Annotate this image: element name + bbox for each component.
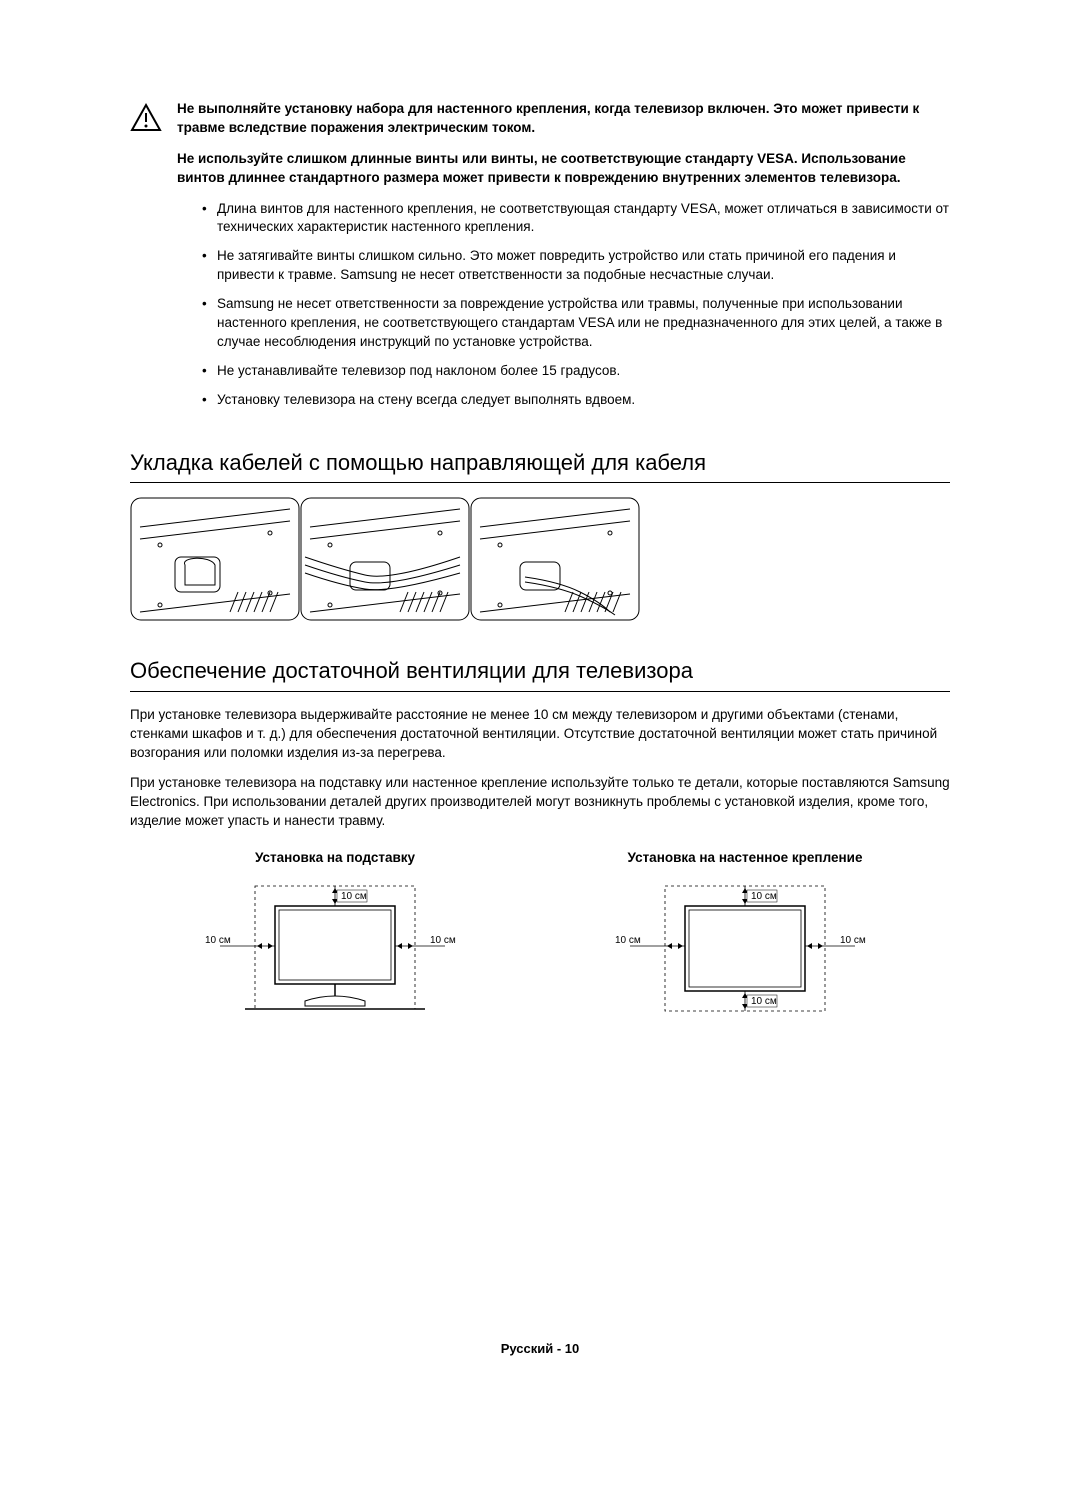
ventilation-paragraph-2: При установке телевизора на подставку ил… xyxy=(130,774,950,831)
warning-bullet: Установку телевизора на стену всегда сле… xyxy=(202,391,950,410)
warning-content: Не выполняйте установку набора для насте… xyxy=(177,100,950,420)
warning-text-2: Не используйте слишком длинные винты или… xyxy=(177,150,950,188)
svg-text:10 см: 10 см xyxy=(751,996,777,1007)
warning-block: Не выполняйте установку набора для насте… xyxy=(130,100,950,420)
warning-bullet: Samsung не несет ответственности за повр… xyxy=(202,295,950,352)
cable-diagram xyxy=(130,497,950,628)
warning-text-1: Не выполняйте установку набора для насте… xyxy=(177,100,950,138)
heading-cable: Укладка кабелей с помощью направляющей д… xyxy=(130,448,950,484)
warning-bullet: Не устанавливайте телевизор под наклоном… xyxy=(202,362,950,381)
wall-label: Установка на настенное крепление xyxy=(595,849,895,868)
svg-text:10 см: 10 см xyxy=(205,935,231,946)
svg-text:10 см: 10 см xyxy=(430,935,456,946)
svg-text:10 см: 10 см xyxy=(341,891,367,902)
svg-text:10 см: 10 см xyxy=(751,891,777,902)
warning-bullet: Не затягивайте винты слишком сильно. Это… xyxy=(202,247,950,285)
stand-label: Установка на подставку xyxy=(185,849,485,868)
svg-text:10 см: 10 см xyxy=(615,935,641,946)
warning-bullet: Длина винтов для настенного крепления, н… xyxy=(202,200,950,238)
svg-text:10 см: 10 см xyxy=(840,935,866,946)
wall-diagram: 10 см 10 см 10 см 10 см xyxy=(595,876,895,1026)
ventilation-diagrams: Установка на подставку 10 см xyxy=(130,849,950,1031)
ventilation-paragraph-1: При установке телевизора выдерживайте ра… xyxy=(130,706,950,763)
stand-diagram: 10 см 10 см 10 см xyxy=(185,876,485,1026)
ventilation-wall-column: Установка на настенное крепление 10 см 1… xyxy=(595,849,895,1031)
warning-triangle-icon xyxy=(130,102,162,134)
warning-bullets: Длина винтов для настенного крепления, н… xyxy=(177,200,950,410)
ventilation-stand-column: Установка на подставку 10 см xyxy=(185,849,485,1031)
heading-ventilation: Обеспечение достаточной вентиляции для т… xyxy=(130,656,950,692)
page-footer: Русский - 10 xyxy=(130,1340,950,1358)
